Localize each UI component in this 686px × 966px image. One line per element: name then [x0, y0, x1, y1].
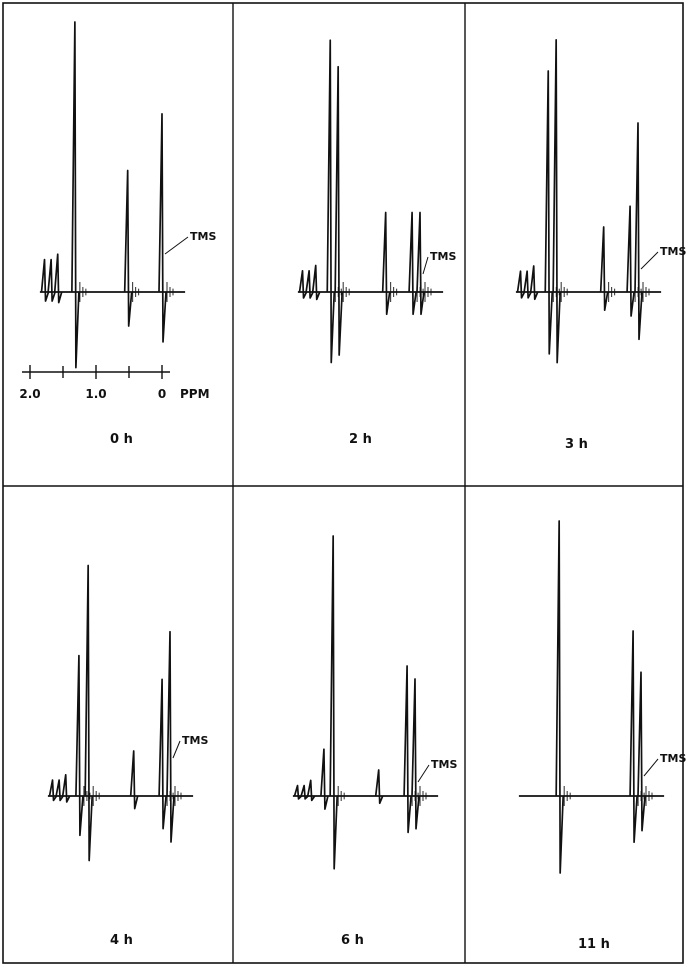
peak — [48, 779, 58, 802]
spectrum-panel: TMS 2 h — [297, 39, 456, 447]
peak — [55, 779, 64, 802]
peak — [516, 270, 526, 299]
tick-label-1: 1.0 — [85, 387, 106, 401]
peak — [408, 211, 417, 316]
peak — [626, 205, 635, 317]
peak — [158, 678, 167, 830]
peak — [555, 520, 565, 874]
peak — [552, 38, 562, 364]
ppm-axis: 2.0 1.0 0 PPM — [19, 365, 210, 401]
tms-label: TMS — [660, 752, 686, 765]
peak — [61, 773, 71, 803]
peak — [416, 211, 425, 316]
peak — [300, 784, 309, 800]
peak — [84, 564, 94, 862]
peak — [53, 253, 63, 304]
tms-leader — [417, 764, 430, 783]
peak — [75, 654, 84, 837]
tms-label: TMS — [430, 250, 456, 263]
tms-leader — [640, 251, 659, 270]
peak — [334, 65, 344, 356]
tms-leader — [422, 256, 429, 275]
peak — [306, 779, 316, 802]
panel-label: 11 h — [578, 937, 610, 952]
peak — [326, 39, 336, 364]
peak — [311, 264, 321, 301]
peak — [158, 112, 167, 343]
peak — [634, 122, 643, 341]
tms-label: TMS — [431, 758, 457, 771]
tms-leader — [164, 236, 189, 255]
panel-label: 6 h — [341, 933, 364, 948]
peak — [298, 269, 308, 299]
spectrum-panel: TMS 4 h — [47, 564, 208, 948]
peak — [637, 671, 646, 832]
peak — [166, 630, 175, 843]
tms-leader — [643, 758, 659, 777]
peak — [411, 678, 420, 830]
panels: TMS 0 h TMS 2 h TMS 3 h TMS 4 h TMS 6 h TMS 11 h — [39, 21, 686, 952]
peak — [123, 169, 133, 327]
panel-label: 3 h — [565, 437, 588, 452]
peak — [71, 21, 80, 369]
peak — [599, 226, 609, 312]
tms-leader — [172, 740, 181, 759]
tms-label: TMS — [190, 230, 216, 243]
peak — [129, 750, 139, 810]
spectrum-panel: TMS 11 h — [518, 520, 686, 952]
peak — [374, 769, 384, 805]
peak — [523, 270, 532, 299]
axis-unit-label: PPM — [180, 387, 210, 401]
peak — [403, 665, 412, 834]
peak — [320, 748, 329, 810]
spectrum-panel: TMS 0 h — [39, 21, 216, 447]
peak — [381, 211, 391, 316]
peak — [529, 265, 539, 301]
panel-label: 0 h — [110, 432, 133, 447]
panel-label: 2 h — [349, 432, 372, 447]
peak — [293, 784, 303, 800]
tms-label: TMS — [660, 245, 686, 258]
peak — [629, 630, 638, 844]
peak — [329, 535, 339, 870]
peak — [544, 70, 554, 355]
peak — [40, 258, 50, 302]
spectrum-panel: TMS 6 h — [292, 535, 457, 948]
tick-label-2: 2.0 — [19, 387, 40, 401]
peak — [47, 258, 56, 302]
tms-label: TMS — [182, 734, 208, 747]
panel-label: 4 h — [110, 933, 133, 948]
tick-label-0: 0 — [158, 387, 166, 401]
peak — [305, 269, 314, 299]
spectrum-panel: TMS 3 h — [515, 38, 686, 452]
